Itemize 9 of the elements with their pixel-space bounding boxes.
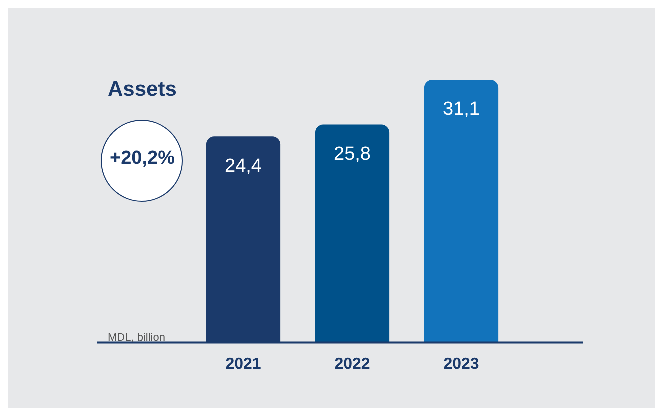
data-label: 31,1 [443, 99, 480, 120]
data-label: 25,8 [334, 144, 371, 166]
chart-title: Assets [108, 78, 177, 102]
data-label: 24,4 [225, 156, 262, 177]
annotation: +20,2% [109, 148, 176, 170]
x-tick-label: 2023 [444, 356, 480, 373]
x-tick-label: 2022 [334, 356, 370, 373]
y-axis-title: MDL, billion [108, 332, 166, 344]
x-tick-label: 2021 [226, 356, 262, 373]
